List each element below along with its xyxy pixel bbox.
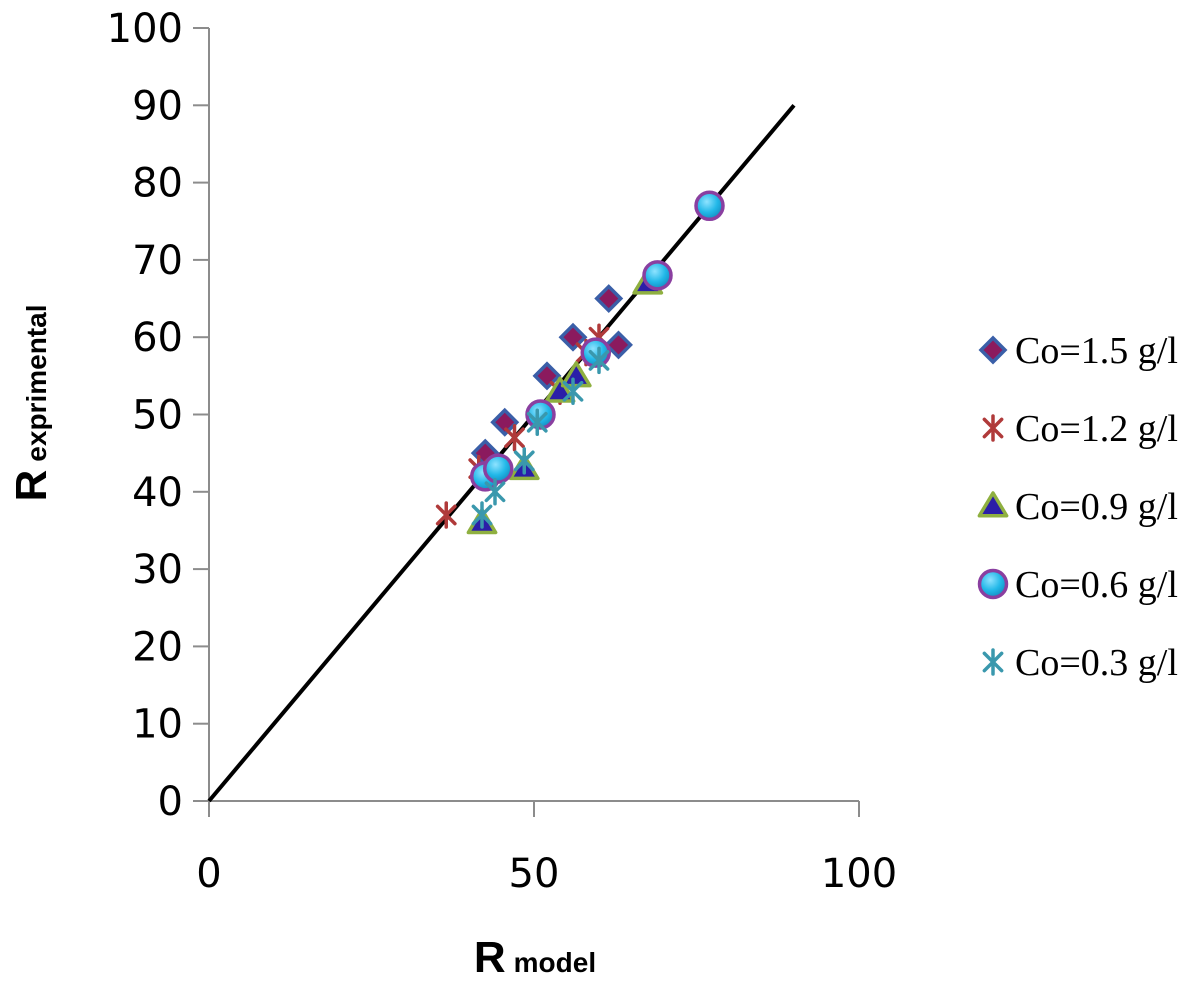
x-tick-label: 50 <box>509 851 560 897</box>
legend-item: Co=0.9 g/l <box>977 486 1178 528</box>
y-tick-label: 100 <box>107 6 183 52</box>
data-point <box>490 407 520 437</box>
data-point <box>580 337 611 368</box>
x-axis-label-main: R <box>474 933 506 982</box>
legend-item: Co=1.5 g/l <box>978 330 1178 372</box>
legend-label: Co=0.6 g/l <box>1015 564 1178 606</box>
legend-marker <box>978 335 1008 365</box>
y-axis-label: Rexprimental <box>7 305 56 502</box>
y-tick-label: 60 <box>132 315 183 361</box>
y-tick-label: 70 <box>132 238 183 284</box>
series-4 <box>471 346 610 529</box>
reference-line-layer <box>207 104 796 803</box>
data-points <box>435 190 725 535</box>
legend: Co=1.5 g/l Co=1.2 g/l Co=0.9 g/l Co=0.6 g/l… <box>977 330 1178 684</box>
reference-line <box>207 104 796 803</box>
data-point <box>642 260 673 291</box>
data-point <box>483 453 514 484</box>
y-tick-label: 40 <box>132 470 183 516</box>
legend-label: Co=0.9 g/l <box>1015 486 1178 528</box>
legend-marker <box>977 491 1009 518</box>
data-point <box>604 330 633 360</box>
data-point <box>471 501 493 529</box>
axes: 0 10 20 30 40 50 60 70 80 90 100 0 50 100 <box>107 6 898 897</box>
y-axis-label-sub: exprimental <box>21 305 52 462</box>
y-tick-label: 50 <box>132 393 183 439</box>
legend-label: Co=1.2 g/l <box>1015 408 1178 450</box>
legend-item: Co=0.6 g/l <box>977 564 1178 606</box>
legend-marker <box>982 648 1004 676</box>
data-point <box>694 190 725 222</box>
legend-label: Co=0.3 g/l <box>1015 642 1178 684</box>
data-point <box>526 408 548 436</box>
data-point <box>594 284 624 314</box>
legend-label: Co=1.5 g/l <box>1015 330 1178 372</box>
data-point <box>513 447 535 475</box>
y-tick-label: 90 <box>132 83 183 129</box>
data-point <box>435 501 457 529</box>
series-3 <box>470 190 725 492</box>
data-point <box>484 478 506 506</box>
data-point <box>562 377 584 406</box>
data-point <box>504 423 525 452</box>
legend-marker <box>977 568 1009 600</box>
x-tick-label: 0 <box>196 851 221 897</box>
data-point <box>525 399 556 430</box>
x-tick-label: 100 <box>821 851 897 897</box>
x-axis-label-sub: model <box>514 947 596 978</box>
y-axis-label-main: R <box>7 470 56 502</box>
y-tick-label: 10 <box>132 702 183 748</box>
y-tick-label: 20 <box>132 624 183 670</box>
series-0 <box>470 284 633 468</box>
legend-marker <box>982 414 1004 442</box>
y-tick-label: 0 <box>158 779 183 825</box>
legend-item: Co=0.3 g/l <box>982 642 1178 684</box>
y-tick-label: 80 <box>132 161 183 207</box>
y-tick-label: 30 <box>132 547 183 593</box>
legend-item: Co=1.2 g/l <box>982 408 1178 450</box>
data-point <box>588 346 610 375</box>
